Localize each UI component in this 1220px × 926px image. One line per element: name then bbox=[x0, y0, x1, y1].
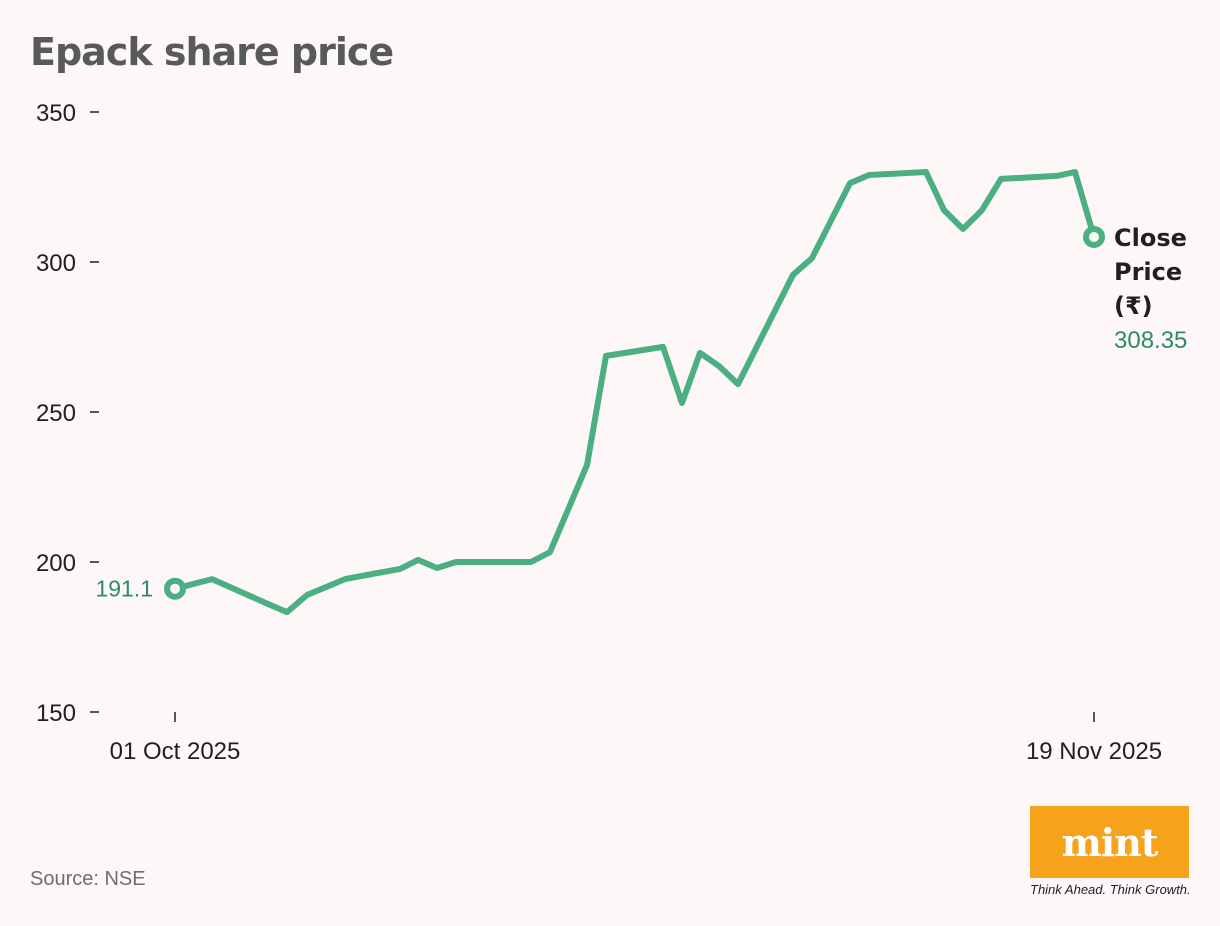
y-tick-label: 350 bbox=[36, 100, 76, 127]
mint-logo: mint bbox=[1030, 806, 1189, 878]
y-tick-label: 300 bbox=[36, 250, 76, 277]
price-line bbox=[172, 169, 1097, 616]
logo-tagline: Think Ahead. Think Growth. bbox=[1030, 882, 1191, 897]
end-title-label: Price bbox=[1114, 258, 1182, 286]
y-tick-label: 200 bbox=[36, 550, 76, 577]
x-tick-label: 01 Oct 2025 bbox=[110, 738, 241, 765]
chart-title: Epack share price bbox=[30, 30, 394, 74]
end-point-marker bbox=[1083, 225, 1105, 248]
start-value-label: 191.1 bbox=[95, 576, 153, 602]
x-tick-label: 19 Nov 2025 bbox=[1026, 738, 1162, 765]
start-point-marker bbox=[164, 577, 186, 600]
y-tick-label: 150 bbox=[36, 700, 76, 727]
end-title-label: Close bbox=[1114, 224, 1187, 252]
y-tick-label: 250 bbox=[36, 400, 76, 427]
source-note: Source: NSE bbox=[30, 868, 146, 890]
end-value-label: 308.35 bbox=[1114, 327, 1187, 354]
logo-text: mint bbox=[1061, 819, 1159, 865]
end-title-label: (₹) bbox=[1114, 292, 1153, 320]
